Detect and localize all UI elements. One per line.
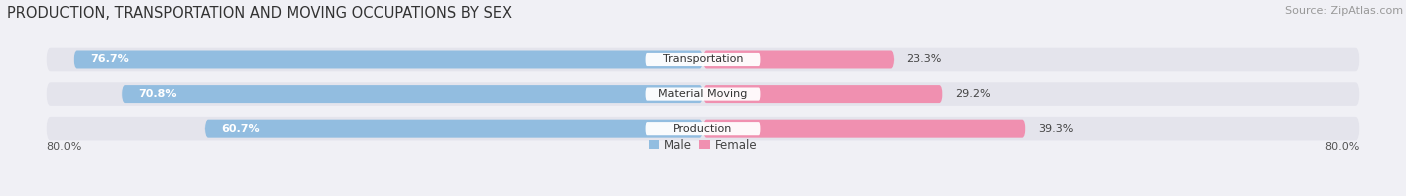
Text: 70.8%: 70.8% [138,89,177,99]
Text: 76.7%: 76.7% [90,54,129,64]
FancyBboxPatch shape [703,51,894,68]
FancyBboxPatch shape [73,51,703,68]
Text: Source: ZipAtlas.com: Source: ZipAtlas.com [1285,6,1403,16]
FancyBboxPatch shape [645,87,761,101]
Text: 60.7%: 60.7% [221,124,260,134]
Text: Material Moving: Material Moving [658,89,748,99]
Text: Production: Production [673,124,733,134]
FancyBboxPatch shape [46,117,1360,140]
FancyBboxPatch shape [645,122,761,135]
FancyBboxPatch shape [46,82,1360,106]
Text: 80.0%: 80.0% [46,142,82,152]
FancyBboxPatch shape [46,48,1360,71]
Text: 29.2%: 29.2% [955,89,991,99]
Text: 23.3%: 23.3% [907,54,942,64]
FancyBboxPatch shape [703,120,1025,138]
FancyBboxPatch shape [122,85,703,103]
FancyBboxPatch shape [703,85,942,103]
Legend: Male, Female: Male, Female [648,139,758,152]
FancyBboxPatch shape [205,120,703,138]
Text: 80.0%: 80.0% [1324,142,1360,152]
Text: 39.3%: 39.3% [1038,124,1073,134]
FancyBboxPatch shape [645,53,761,66]
Text: PRODUCTION, TRANSPORTATION AND MOVING OCCUPATIONS BY SEX: PRODUCTION, TRANSPORTATION AND MOVING OC… [7,6,512,21]
Text: Transportation: Transportation [662,54,744,64]
